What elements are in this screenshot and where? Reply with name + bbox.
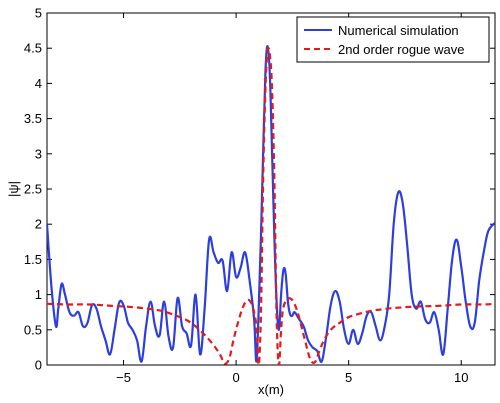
y-tick-label: 0 bbox=[35, 358, 42, 373]
x-tick-label: 0 bbox=[232, 370, 239, 385]
y-tick-label: 5 bbox=[35, 6, 42, 21]
y-tick-label: 4 bbox=[35, 76, 42, 91]
y-tick-label: 1 bbox=[35, 287, 42, 302]
series-layer bbox=[47, 44, 495, 365]
y-tick-label: 3 bbox=[35, 146, 42, 161]
series-line-numerical-simulation bbox=[47, 44, 495, 363]
legend-label-numerical: Numerical simulation bbox=[338, 23, 459, 38]
x-tick-label: 5 bbox=[345, 370, 352, 385]
y-tick-label: 3.5 bbox=[24, 111, 42, 126]
axis-ticks: −5 0 5 10 0 0.5 1 1.5 2 2.5 3 3.5 4 4.5 5 bbox=[24, 6, 495, 385]
x-tick-label: 10 bbox=[454, 370, 468, 385]
series-line-2nd-order-rogue-wave bbox=[47, 47, 495, 365]
y-tick-label: 2 bbox=[35, 217, 42, 232]
legend-label-rogue-wave: 2nd order rogue wave bbox=[338, 42, 464, 57]
y-axis-label: |ψ| bbox=[6, 181, 21, 197]
y-tick-label: 4.5 bbox=[24, 41, 42, 56]
x-axis-label: x(m) bbox=[258, 382, 284, 397]
legend-box bbox=[296, 16, 490, 63]
y-tick-label: 2.5 bbox=[24, 182, 42, 197]
y-tick-label: 1.5 bbox=[24, 252, 42, 267]
legend: Numerical simulation 2nd order rogue wav… bbox=[296, 16, 490, 63]
x-tick-label: −5 bbox=[116, 370, 131, 385]
y-tick-label: 0.5 bbox=[24, 322, 42, 337]
